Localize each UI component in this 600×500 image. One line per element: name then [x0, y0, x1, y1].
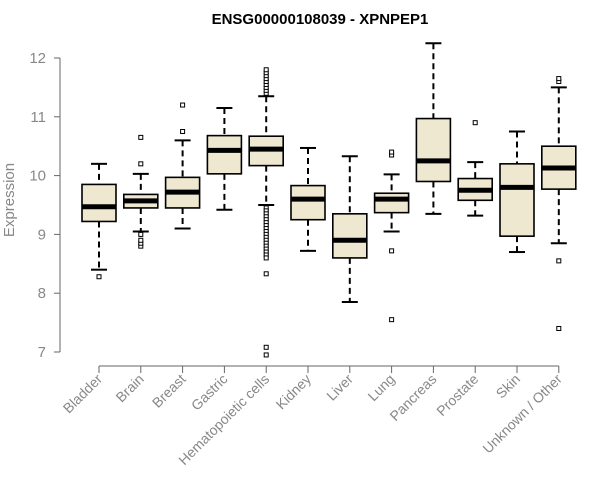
x-tick-label: Unknown / Other: [479, 371, 565, 457]
iqr-box: [499, 163, 535, 237]
iqr-box: [206, 134, 243, 175]
iqr-box: [81, 183, 117, 223]
x-tick-label: Liver: [323, 371, 356, 404]
x-tick-label: Prostate: [433, 371, 481, 419]
y-tick-label: 11: [30, 109, 46, 126]
iqr-box: [331, 213, 368, 259]
x-tick-label: Breast: [149, 371, 189, 411]
x-tick-label: Kidney: [273, 371, 315, 413]
outlier-point: [138, 237, 144, 243]
x-tick-label: Lung: [364, 371, 397, 404]
iqr-box: [290, 184, 326, 221]
outlier-point: [138, 134, 144, 140]
y-axis-label: Expression: [1, 163, 18, 237]
iqr-box: [373, 192, 410, 214]
y-tick-label: 12: [29, 50, 46, 67]
outlier-point: [180, 129, 186, 134]
outlier-point: [556, 258, 562, 264]
outlier-point: [263, 255, 269, 261]
y-tick-label: 9: [38, 226, 46, 243]
iqr-box: [415, 117, 452, 183]
outlier-point: [96, 274, 102, 280]
x-tick-label: Brain: [112, 371, 146, 405]
outlier-point: [556, 325, 562, 331]
x-tick-label: Skin: [493, 371, 524, 402]
x-tick-label: Bladder: [60, 371, 106, 417]
box-group: Unknown / Other: [479, 76, 577, 457]
y-tick-label: 7: [38, 344, 46, 361]
outlier-point: [556, 76, 562, 82]
outlier-point: [180, 102, 186, 108]
outlier-point: [472, 120, 478, 126]
box-group: Bladder: [60, 162, 117, 417]
outlier-point: [389, 149, 395, 155]
outlier-point: [263, 344, 269, 350]
box-group: Gastric: [188, 106, 243, 413]
outlier-point: [263, 352, 269, 358]
y-tick-label: 8: [38, 285, 46, 302]
box-group: Pancreas: [386, 42, 452, 424]
plot-area: 7 8 9 10 11 12 Bladder Brain Breast GastricHemato…: [29, 42, 577, 468]
outlier-point: [138, 231, 144, 237]
box-group: Skin: [493, 130, 535, 402]
outlier-point: [263, 271, 269, 277]
box-group: Kidney: [273, 146, 326, 413]
outlier-point: [263, 67, 269, 73]
chart-title: ENSG00000108039 - XPNPEP1: [212, 11, 429, 28]
outlier-point: [389, 317, 395, 323]
box-group: Hematopoietic cells: [175, 67, 284, 468]
outlier-point: [389, 248, 395, 254]
y-tick-label: 10: [29, 168, 46, 185]
outlier-point: [138, 161, 144, 167]
box-group: Brain: [112, 134, 159, 405]
box-group: Breast: [149, 102, 201, 411]
